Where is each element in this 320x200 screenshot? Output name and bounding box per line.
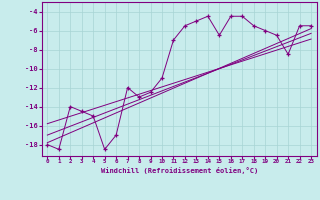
X-axis label: Windchill (Refroidissement éolien,°C): Windchill (Refroidissement éolien,°C)	[100, 167, 258, 174]
